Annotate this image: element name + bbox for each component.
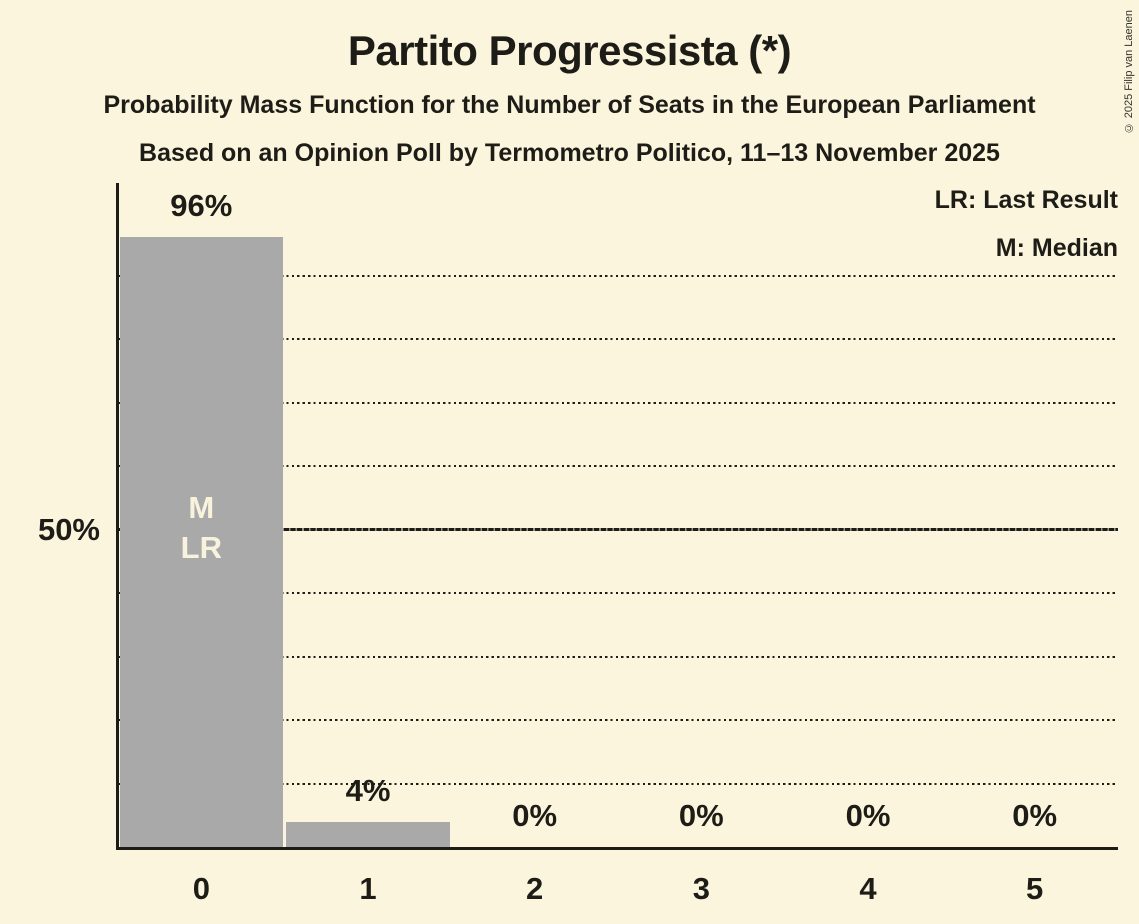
gridline-30pct	[119, 655, 1118, 658]
y-axis-tick-label: 50%	[37, 512, 100, 547]
chart-subtitle-line2: Based on an Opinion Poll by Termometro P…	[139, 139, 1000, 167]
gridline-70pct	[119, 401, 1118, 404]
bar-annotation-median-lastresult: M LR	[118, 488, 285, 567]
bar-value-label-0: 96%	[170, 188, 233, 224]
bar-value-label-4: 0%	[845, 798, 891, 833]
bar-value-label-2: 0%	[512, 798, 558, 833]
bar-value-label-5: 0%	[1012, 798, 1058, 833]
gridline-20pct	[119, 719, 1118, 722]
legend-last-result-label: LR: Last Result	[934, 186, 1118, 214]
bar-seats-0	[119, 237, 283, 847]
bar-seats-1	[286, 821, 450, 847]
x-tick-label-0: 0	[192, 871, 210, 906]
x-tick-label-2: 2	[526, 871, 544, 906]
legend-median-label: M: Median	[995, 234, 1118, 262]
gridline-80pct	[119, 338, 1118, 341]
bar-annotation-line: LR	[180, 529, 222, 565]
x-tick-label-4: 4	[859, 871, 877, 906]
chart-subtitle-line1: Probability Mass Function for the Number…	[103, 91, 1036, 119]
bar-value-label-3: 0%	[678, 798, 724, 833]
majority-line-50pct	[119, 528, 1118, 531]
chart-title: Partito Progressista (*)	[347, 27, 792, 74]
bar-value-label-1: 4%	[345, 772, 391, 808]
gridline-10pct	[119, 782, 1118, 785]
x-tick-label-3: 3	[692, 871, 710, 906]
gridline-60pct	[119, 465, 1118, 468]
gridline-40pct	[119, 592, 1118, 595]
y-axis-line	[116, 183, 119, 850]
x-tick-label-5: 5	[1026, 871, 1044, 906]
x-tick-label-1: 1	[359, 871, 377, 906]
gridline-90pct	[119, 274, 1118, 277]
bar-annotation-line: M	[188, 490, 215, 525]
x-axis-line	[116, 847, 1118, 850]
